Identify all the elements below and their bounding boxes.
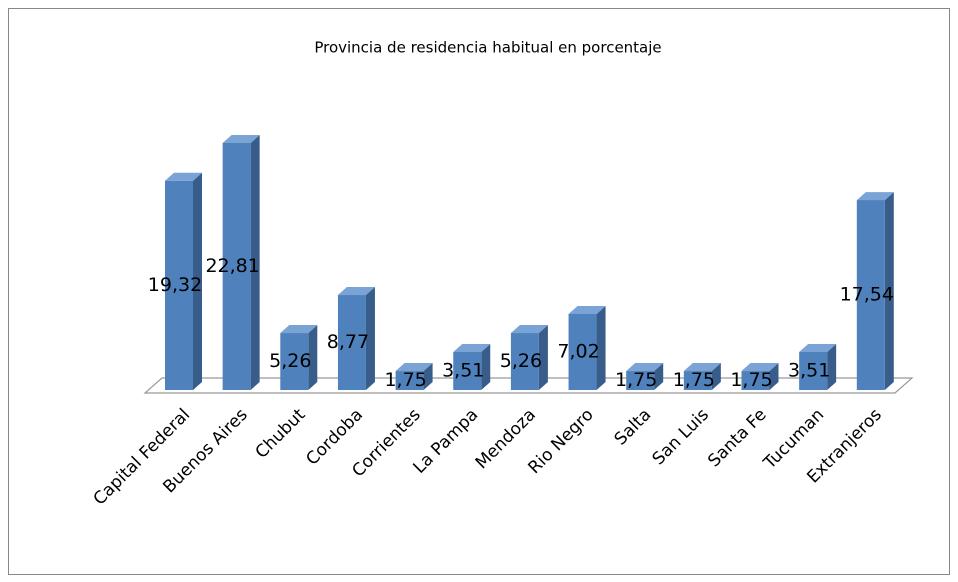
bar-side [308, 325, 318, 390]
bar-front [222, 143, 251, 390]
bar-side [481, 343, 491, 390]
bar-side [538, 325, 548, 390]
bar [799, 343, 837, 390]
bar-front [280, 333, 309, 390]
bar-side [884, 192, 894, 390]
value-label: 8,77 [327, 331, 369, 353]
bar-top [510, 325, 548, 334]
bar-side [654, 363, 664, 390]
bar-side [596, 305, 606, 390]
bar [510, 325, 548, 390]
bar [280, 325, 318, 390]
bar-front [453, 351, 482, 390]
value-label: 3,51 [788, 359, 830, 381]
bar-side [250, 135, 260, 390]
bar-top [222, 135, 260, 143]
bar-front [856, 200, 885, 390]
bar-top [683, 363, 721, 372]
bar-top [337, 287, 375, 296]
bar [337, 287, 375, 390]
bar-top [741, 363, 779, 372]
chart-title: Provincia de residencia habitual en porc… [314, 39, 661, 57]
value-label: 1,75 [730, 369, 772, 391]
bar-side [423, 363, 433, 390]
bar-front [683, 371, 712, 390]
value-label: 1,75 [384, 369, 426, 391]
bar [683, 363, 721, 390]
bar [453, 343, 491, 390]
bar-side [769, 363, 779, 390]
value-label: 7,02 [557, 340, 599, 362]
bar [568, 305, 606, 390]
bar-top [395, 363, 433, 372]
bar-front [741, 371, 770, 390]
bar [741, 363, 779, 390]
bar-side [711, 363, 721, 390]
bar-side [193, 172, 202, 390]
bar-front [510, 333, 539, 390]
bar [222, 135, 260, 390]
value-label: 1,75 [615, 369, 657, 391]
bar-front [568, 313, 597, 390]
bar-front [626, 371, 655, 390]
value-label: 5,26 [269, 350, 311, 372]
value-label: 3,51 [442, 359, 484, 381]
bar-front [337, 295, 366, 390]
bar-top [165, 172, 202, 181]
bar-top [799, 343, 837, 352]
bar [856, 192, 894, 390]
bar-side [827, 343, 837, 390]
bar-side [365, 287, 375, 390]
value-label: 1,75 [673, 369, 715, 391]
bar-top [453, 343, 491, 352]
bar [165, 172, 202, 390]
value-label: 5,26 [500, 350, 542, 372]
bar-top [280, 325, 318, 334]
bar [395, 363, 433, 390]
bar-top [856, 192, 894, 201]
value-label: 22,81 [205, 255, 259, 277]
bar-front [395, 371, 424, 390]
bar-front [165, 180, 193, 390]
bar-top [626, 363, 664, 372]
value-label: 19,32 [148, 274, 202, 296]
bar-front [799, 351, 828, 390]
value-label: 17,54 [840, 284, 894, 306]
bar [626, 363, 664, 390]
bar-top [568, 305, 606, 314]
